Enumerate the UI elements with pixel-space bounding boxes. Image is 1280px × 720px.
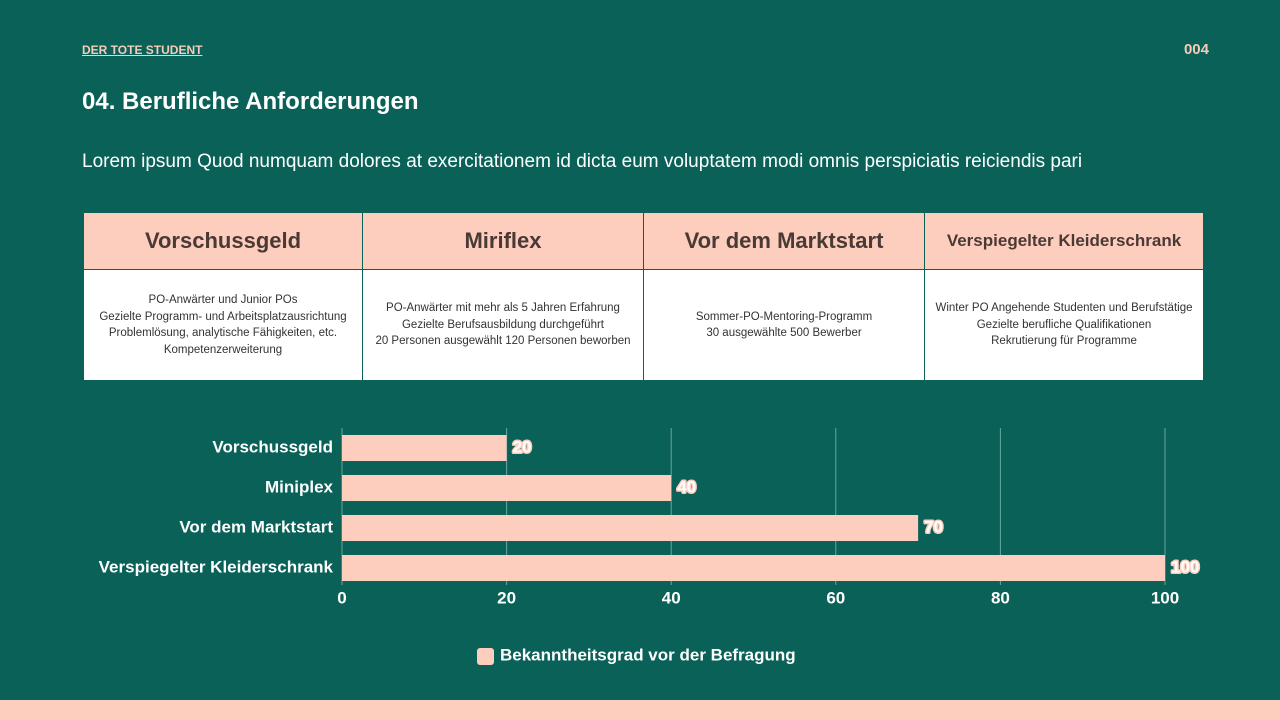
cell-line: PO-Anwärter und Junior POs (148, 294, 298, 306)
x-tick-label: 20 (497, 588, 516, 607)
cell-line: Sommer-PO-Mentoring-Programm (695, 310, 873, 323)
table-cell: Winter PO Angehende Studenten und Berufs… (925, 269, 1204, 380)
column-header: Verspiegelter Kleiderschrank (925, 213, 1204, 269)
column-header: Vorschussgeld (84, 213, 363, 269)
legend-label: Bekanntheitsgrad vor der Befragung (500, 645, 796, 664)
bar (342, 435, 507, 461)
x-tick-label: 80 (991, 588, 1010, 607)
y-tick-label: Miniplex (265, 477, 334, 496)
y-tick-label: Vor dem Marktstart (179, 517, 333, 536)
column-header: Vor dem Marktstart (644, 213, 925, 269)
y-tick-label: Vorschussgeld (212, 437, 333, 456)
data-label: 40 (677, 477, 696, 496)
table-cell: Sommer-PO-Mentoring-Programm 30 ausgewähl… (644, 269, 925, 380)
data-label: 100 (1171, 557, 1199, 576)
bar (342, 515, 919, 541)
cell-line: Winter PO Angehende Studenten und Berufs… (935, 302, 1193, 315)
y-tick-label: Verspiegelter Kleiderschrank (99, 557, 334, 576)
cell-line: Gezielte Berufsausbildung durchgeführt (401, 318, 604, 331)
cell-line: Gezielte berufliche Qualifikationen (976, 318, 1152, 331)
chart: 0 20 40 60 80 100 Vorschussgeld 20 Miniplex 40 Vor… (99, 428, 1201, 665)
cell-line: PO-Anwärter mit mehr als 5 Jahren Erfahr… (386, 302, 620, 315)
subtitle: Lorem ipsum Quod numquam dolores at exer… (82, 151, 1083, 172)
table-cell: PO-Anwärter und Junior POs Gezielte Progr… (84, 269, 363, 380)
cell-line: Kompetenzerweiterung (163, 343, 283, 356)
x-tick-label: 60 (826, 588, 845, 607)
bar (342, 475, 672, 501)
cell-line: Gezielte Programm- und Arbeitsplatzausri… (99, 310, 347, 323)
x-tick-label: 0 (337, 588, 346, 607)
cell-line: Rekrutierung für Programme (991, 335, 1137, 348)
cell-line: Problemlösung, analytische Fähigkeiten, … (108, 327, 338, 339)
table: Vorschussgeld Miriflex Vor dem Marktstart V… (84, 213, 1204, 380)
table-cell: PO-Anwärter mit mehr als 5 Jahren Erfahr… (363, 269, 644, 380)
column-header: Miriflex (363, 213, 644, 269)
legend-swatch (477, 648, 494, 665)
page-number: 004 (1183, 41, 1209, 58)
cell-line: 20 Personen ausgewählt 120 Personen bewo… (375, 335, 631, 348)
data-label: 70 (924, 517, 943, 536)
bar (342, 555, 1165, 581)
slide-title: 04. Berufliche Anforderungen (82, 88, 419, 115)
x-tick-label: 40 (662, 588, 681, 607)
footer-strip (0, 700, 1280, 720)
x-tick-label: 100 (1151, 588, 1179, 607)
brand: DER TOTE STUDENT (82, 43, 203, 57)
data-label: 20 (513, 437, 532, 456)
cell-line: 30 ausgewählte 500 Bewerber (706, 327, 862, 339)
